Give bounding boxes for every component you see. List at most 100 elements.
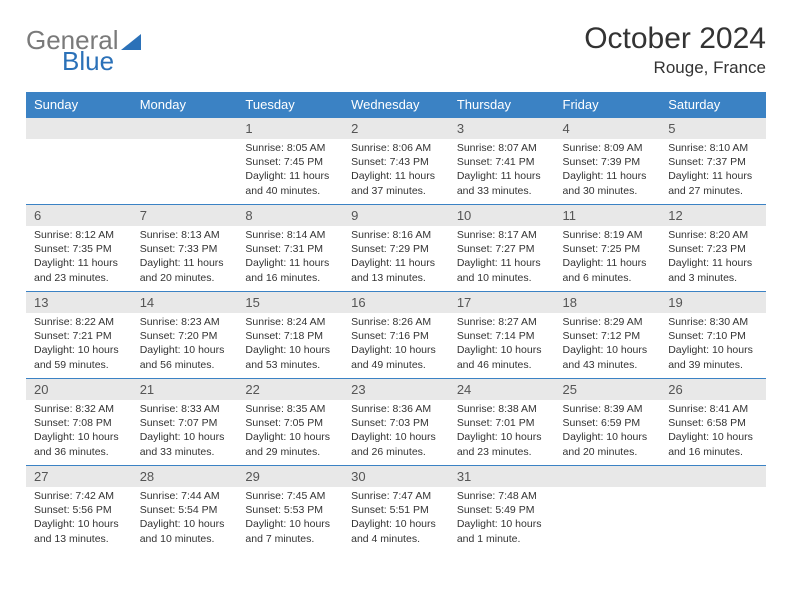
daylight-text: Daylight: 11 hours and 37 minutes. [351, 169, 441, 197]
sunset-text: Sunset: 7:33 PM [140, 242, 230, 256]
weekday-header: Wednesday [343, 92, 449, 118]
sunset-text: Sunset: 7:12 PM [563, 329, 653, 343]
day-content: Sunrise: 7:42 AMSunset: 5:56 PMDaylight:… [26, 487, 132, 552]
day-number: 1 [237, 118, 343, 139]
logo-triangle-icon [121, 34, 141, 53]
header: GeneralBlue October 2024 Rouge, France [26, 22, 766, 78]
day-number: 17 [449, 292, 555, 313]
day-cell: 17Sunrise: 8:27 AMSunset: 7:14 PMDayligh… [449, 292, 555, 379]
daylight-text: Daylight: 10 hours and 16 minutes. [668, 430, 758, 458]
sunset-text: Sunset: 7:29 PM [351, 242, 441, 256]
sunrise-text: Sunrise: 7:45 AM [245, 489, 335, 503]
day-content: Sunrise: 8:24 AMSunset: 7:18 PMDaylight:… [237, 313, 343, 378]
day-content: Sunrise: 8:20 AMSunset: 7:23 PMDaylight:… [660, 226, 766, 291]
daylight-text: Daylight: 10 hours and 20 minutes. [563, 430, 653, 458]
sunrise-text: Sunrise: 8:24 AM [245, 315, 335, 329]
weekday-header: Tuesday [237, 92, 343, 118]
day-content: Sunrise: 7:48 AMSunset: 5:49 PMDaylight:… [449, 487, 555, 552]
daylight-text: Daylight: 10 hours and 56 minutes. [140, 343, 230, 371]
day-content: Sunrise: 8:38 AMSunset: 7:01 PMDaylight:… [449, 400, 555, 465]
sunrise-text: Sunrise: 8:14 AM [245, 228, 335, 242]
sunrise-text: Sunrise: 8:22 AM [34, 315, 124, 329]
day-cell: 4Sunrise: 8:09 AMSunset: 7:39 PMDaylight… [555, 118, 661, 205]
weekday-header: Friday [555, 92, 661, 118]
day-cell: 5Sunrise: 8:10 AMSunset: 7:37 PMDaylight… [660, 118, 766, 205]
sunrise-text: Sunrise: 8:30 AM [668, 315, 758, 329]
day-cell: 27Sunrise: 7:42 AMSunset: 5:56 PMDayligh… [26, 466, 132, 553]
calendar-page: GeneralBlue October 2024 Rouge, France .… [0, 0, 792, 572]
day-cell: 20Sunrise: 8:32 AMSunset: 7:08 PMDayligh… [26, 379, 132, 466]
empty-cell [555, 466, 661, 553]
sunset-text: Sunset: 7:25 PM [563, 242, 653, 256]
day-number: 12 [660, 205, 766, 226]
day-content: Sunrise: 8:39 AMSunset: 6:59 PMDaylight:… [555, 400, 661, 465]
sunrise-text: Sunrise: 8:10 AM [668, 141, 758, 155]
empty-cell [132, 118, 238, 205]
sunrise-text: Sunrise: 8:29 AM [563, 315, 653, 329]
day-number: 4 [555, 118, 661, 139]
sunset-text: Sunset: 7:45 PM [245, 155, 335, 169]
sunrise-text: Sunrise: 7:42 AM [34, 489, 124, 503]
logo: GeneralBlue [26, 28, 141, 73]
sunrise-text: Sunrise: 8:38 AM [457, 402, 547, 416]
day-number: 29 [237, 466, 343, 487]
day-number: 15 [237, 292, 343, 313]
day-cell: 11Sunrise: 8:19 AMSunset: 7:25 PMDayligh… [555, 205, 661, 292]
day-number: 23 [343, 379, 449, 400]
daylight-text: Daylight: 10 hours and 29 minutes. [245, 430, 335, 458]
daylight-text: Daylight: 10 hours and 26 minutes. [351, 430, 441, 458]
sunset-text: Sunset: 5:56 PM [34, 503, 124, 517]
day-number: 3 [449, 118, 555, 139]
day-cell: 1Sunrise: 8:05 AMSunset: 7:45 PMDaylight… [237, 118, 343, 205]
sunset-text: Sunset: 7:39 PM [563, 155, 653, 169]
sunset-text: Sunset: 7:01 PM [457, 416, 547, 430]
day-content: Sunrise: 8:09 AMSunset: 7:39 PMDaylight:… [555, 139, 661, 204]
sunset-text: Sunset: 7:41 PM [457, 155, 547, 169]
day-cell: 9Sunrise: 8:16 AMSunset: 7:29 PMDaylight… [343, 205, 449, 292]
day-cell: 29Sunrise: 7:45 AMSunset: 5:53 PMDayligh… [237, 466, 343, 553]
day-content: Sunrise: 7:45 AMSunset: 5:53 PMDaylight:… [237, 487, 343, 552]
calendar-body: 1Sunrise: 8:05 AMSunset: 7:45 PMDaylight… [26, 118, 766, 553]
daylight-text: Daylight: 10 hours and 59 minutes. [34, 343, 124, 371]
day-cell: 16Sunrise: 8:26 AMSunset: 7:16 PMDayligh… [343, 292, 449, 379]
daylight-text: Daylight: 11 hours and 20 minutes. [140, 256, 230, 284]
calendar-row: 27Sunrise: 7:42 AMSunset: 5:56 PMDayligh… [26, 466, 766, 553]
day-content: Sunrise: 8:41 AMSunset: 6:58 PMDaylight:… [660, 400, 766, 465]
day-content: Sunrise: 8:29 AMSunset: 7:12 PMDaylight:… [555, 313, 661, 378]
day-cell: 8Sunrise: 8:14 AMSunset: 7:31 PMDaylight… [237, 205, 343, 292]
daylight-text: Daylight: 11 hours and 3 minutes. [668, 256, 758, 284]
daylight-text: Daylight: 10 hours and 36 minutes. [34, 430, 124, 458]
day-number: 18 [555, 292, 661, 313]
day-content: Sunrise: 8:07 AMSunset: 7:41 PMDaylight:… [449, 139, 555, 204]
day-content: Sunrise: 8:27 AMSunset: 7:14 PMDaylight:… [449, 313, 555, 378]
weekday-header: Saturday [660, 92, 766, 118]
day-content: Sunrise: 7:47 AMSunset: 5:51 PMDaylight:… [343, 487, 449, 552]
day-content: Sunrise: 8:33 AMSunset: 7:07 PMDaylight:… [132, 400, 238, 465]
day-number: 6 [26, 205, 132, 226]
daylight-text: Daylight: 11 hours and 27 minutes. [668, 169, 758, 197]
day-cell: 3Sunrise: 8:07 AMSunset: 7:41 PMDaylight… [449, 118, 555, 205]
day-cell: 6Sunrise: 8:12 AMSunset: 7:35 PMDaylight… [26, 205, 132, 292]
day-number: 8 [237, 205, 343, 226]
day-cell: 22Sunrise: 8:35 AMSunset: 7:05 PMDayligh… [237, 379, 343, 466]
sunrise-text: Sunrise: 8:17 AM [457, 228, 547, 242]
sunrise-text: Sunrise: 8:27 AM [457, 315, 547, 329]
day-content: Sunrise: 8:13 AMSunset: 7:33 PMDaylight:… [132, 226, 238, 291]
sunrise-text: Sunrise: 8:07 AM [457, 141, 547, 155]
day-number: 9 [343, 205, 449, 226]
sunset-text: Sunset: 7:18 PM [245, 329, 335, 343]
day-content: Sunrise: 8:19 AMSunset: 7:25 PMDaylight:… [555, 226, 661, 291]
day-content: Sunrise: 7:44 AMSunset: 5:54 PMDaylight:… [132, 487, 238, 552]
daylight-text: Daylight: 11 hours and 13 minutes. [351, 256, 441, 284]
day-number: 24 [449, 379, 555, 400]
day-content: Sunrise: 8:05 AMSunset: 7:45 PMDaylight:… [237, 139, 343, 204]
day-content: Sunrise: 8:14 AMSunset: 7:31 PMDaylight:… [237, 226, 343, 291]
daylight-text: Daylight: 10 hours and 49 minutes. [351, 343, 441, 371]
sunset-text: Sunset: 5:49 PM [457, 503, 547, 517]
sunset-text: Sunset: 5:51 PM [351, 503, 441, 517]
sunrise-text: Sunrise: 8:13 AM [140, 228, 230, 242]
day-number: 10 [449, 205, 555, 226]
sunrise-text: Sunrise: 8:20 AM [668, 228, 758, 242]
daylight-text: Daylight: 11 hours and 30 minutes. [563, 169, 653, 197]
sunset-text: Sunset: 7:20 PM [140, 329, 230, 343]
